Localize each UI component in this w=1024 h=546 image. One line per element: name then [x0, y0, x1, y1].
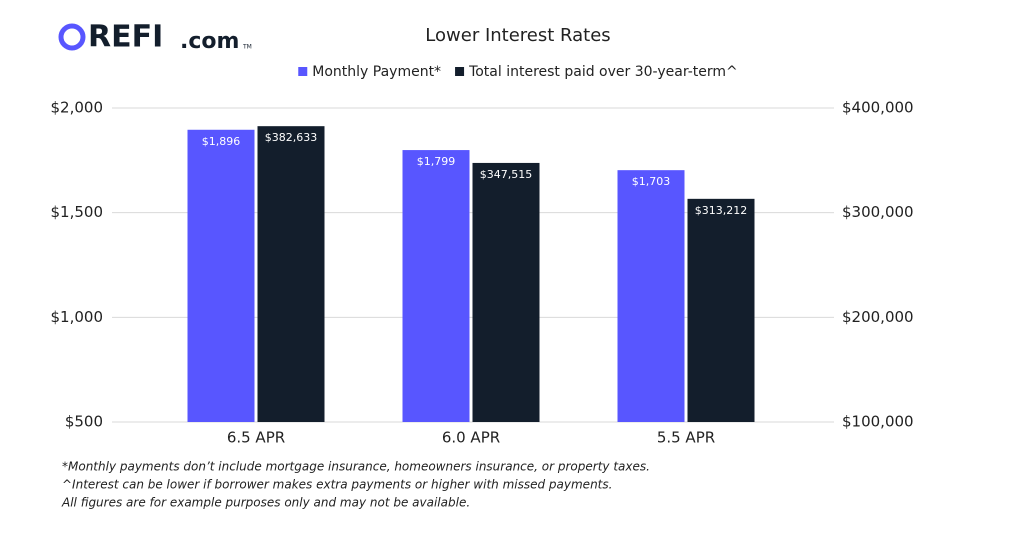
y2-tick-label: $100,000 [842, 413, 914, 431]
bar [402, 150, 470, 423]
logo-text: REFI [88, 20, 163, 55]
value-label: $1,896 [202, 135, 241, 148]
y-tick-label: $500 [65, 413, 103, 431]
logo: REFI .com TM [58, 20, 252, 55]
value-label: $1,799 [417, 155, 456, 168]
value-label: $1,703 [632, 175, 671, 188]
logo-icon [58, 23, 86, 51]
bar [187, 129, 255, 422]
y-tick-label: $2,000 [51, 99, 104, 117]
y-tick-label: $1,500 [51, 203, 104, 221]
value-label: $382,633 [265, 131, 318, 144]
footnote: ^Interest can be lower if borrower makes… [62, 478, 612, 492]
x-tick-label: 5.5 APR [657, 429, 715, 447]
y2-tick-label: $300,000 [842, 203, 914, 221]
footnote: *Monthly payments don’t include mortgage… [62, 460, 650, 474]
logo-tm: TM [242, 44, 252, 51]
value-label: $313,212 [695, 204, 748, 217]
y-tick-label: $1,000 [51, 308, 104, 326]
logo-suffix: .com [180, 29, 239, 54]
y2-tick-label: $200,000 [842, 308, 914, 326]
x-tick-label: 6.5 APR [227, 429, 285, 447]
bar [687, 198, 755, 422]
value-label: $347,515 [480, 168, 533, 181]
y2-tick-label: $400,000 [842, 99, 914, 117]
legend-swatch [298, 67, 308, 76]
chart-title: Lower Interest Rates [425, 25, 610, 46]
legend-label: Total interest paid over 30-year-term^ [468, 64, 738, 80]
x-tick-label: 6.0 APR [442, 429, 500, 447]
bar [617, 170, 685, 422]
legend-label: Monthly Payment* [312, 64, 441, 80]
footnote: All figures are for example purposes onl… [61, 496, 470, 510]
bar [472, 162, 540, 422]
bar [257, 126, 325, 422]
legend-swatch [455, 67, 465, 76]
